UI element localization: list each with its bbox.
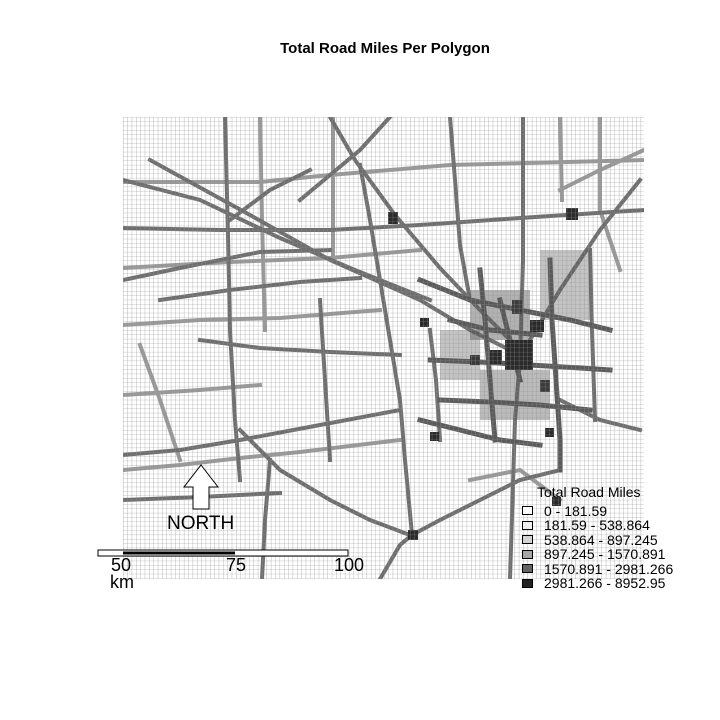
legend-item: 0 - 181.59 bbox=[522, 502, 673, 519]
legend: Total Road Miles 0 - 181.59 181.59 - 538… bbox=[522, 485, 673, 591]
legend-item: 181.59 - 538.864 bbox=[522, 518, 673, 533]
legend-label: 181.59 - 538.864 bbox=[544, 517, 650, 533]
legend-swatch bbox=[522, 578, 533, 588]
legend-swatch bbox=[522, 564, 533, 574]
scale-tick-label: 50 bbox=[111, 555, 132, 575]
legend-swatch bbox=[522, 520, 533, 530]
legend-swatch bbox=[522, 535, 533, 545]
legend-label: 897.245 - 1570.891 bbox=[544, 546, 666, 562]
legend-swatch bbox=[522, 506, 533, 516]
legend-item: 2981.266 - 8952.95 bbox=[522, 576, 673, 591]
legend-item: 538.864 - 897.245 bbox=[522, 531, 673, 548]
legend-label: 0 - 181.59 bbox=[544, 502, 608, 519]
scale-tick-label: 75 bbox=[226, 555, 247, 575]
legend-label: 2981.266 - 8952.95 bbox=[544, 575, 666, 591]
north-label: NORTH bbox=[167, 513, 235, 534]
scale-tick-label: 100 bbox=[334, 555, 365, 575]
north-arrow-icon bbox=[182, 464, 220, 510]
legend-title: Total Road Miles bbox=[537, 484, 641, 500]
grid-lines bbox=[123, 117, 644, 579]
scale-unit-label: km bbox=[110, 572, 134, 592]
legend-swatch bbox=[522, 549, 533, 559]
legend-label: 1570.891 - 2981.266 bbox=[544, 560, 674, 577]
legend-item: 897.245 - 1570.891 bbox=[522, 547, 673, 562]
map-title: Total Road Miles Per Polygon bbox=[280, 40, 490, 57]
legend-item: 1570.891 - 2981.266 bbox=[522, 560, 674, 577]
scale-bar bbox=[97, 549, 349, 557]
legend-label: 538.864 - 897.245 bbox=[544, 531, 658, 548]
